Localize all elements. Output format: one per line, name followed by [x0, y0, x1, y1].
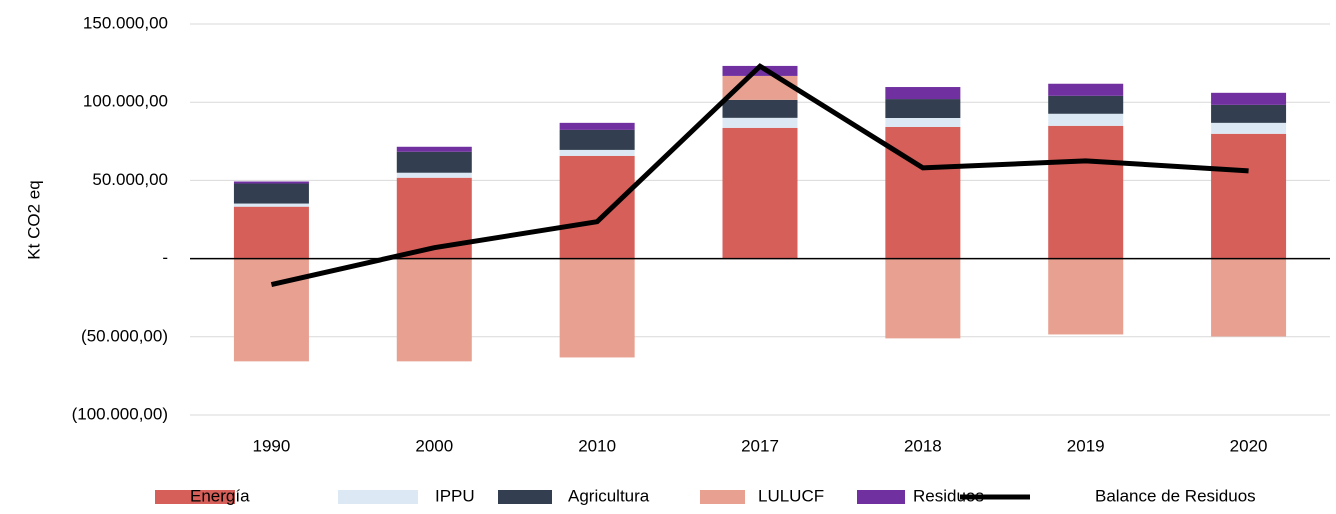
- legend-label: Balance de Residuos: [1095, 486, 1256, 505]
- bar-segment: [233, 181, 309, 184]
- bar-segment: [396, 151, 472, 173]
- bar-segment: [722, 117, 798, 128]
- bar-segment: [559, 129, 635, 150]
- y-axis-label: Kt CO2 eq: [24, 180, 43, 259]
- bar-segment: [885, 126, 961, 259]
- x-tick-label: 2000: [415, 436, 453, 455]
- bar-segment: [722, 127, 798, 259]
- bar-segment: [559, 258, 635, 358]
- legend-label: Energía: [190, 486, 250, 505]
- y-tick-label: 50.000,00: [92, 170, 168, 189]
- y-tick-label: 150.000,00: [83, 13, 168, 32]
- bar-segment: [722, 99, 798, 118]
- line-series: [270, 63, 1249, 288]
- legend-label: LULUCF: [758, 486, 824, 505]
- bar-segment: [233, 183, 309, 204]
- y-tick-label: (50.000,00): [81, 326, 168, 345]
- legend-label: IPPU: [435, 486, 475, 505]
- bar-segment: [1048, 113, 1124, 126]
- bar-segment: [885, 87, 961, 100]
- legend-swatch: [498, 490, 552, 504]
- legend-label: Agricultura: [568, 486, 650, 505]
- bar-segment: [1048, 125, 1124, 259]
- bar-segment: [1211, 92, 1287, 105]
- bar-segment: [722, 65, 798, 76]
- bar-segment: [1048, 83, 1124, 96]
- bar-segment: [1048, 95, 1124, 114]
- bar-segment: [1048, 258, 1124, 335]
- legend-swatch: [700, 490, 745, 504]
- bar-segment: [885, 99, 961, 118]
- bar-segment: [559, 122, 635, 130]
- legend-swatch: [857, 490, 905, 504]
- bar-segment: [559, 149, 635, 156]
- bar-segment: [233, 203, 309, 207]
- bar-segment: [1211, 104, 1287, 123]
- y-tick-label: 100.000,00: [83, 92, 168, 111]
- bar-segment: [396, 258, 472, 362]
- x-tick-label: 2018: [904, 436, 942, 455]
- bar-segment: [1211, 133, 1287, 259]
- x-tick-label: 2020: [1230, 436, 1268, 455]
- bar-segment: [233, 206, 309, 259]
- legend-label: Residuos: [913, 486, 984, 505]
- bar-segment: [396, 146, 472, 152]
- bar-segment: [396, 172, 472, 178]
- x-tick-label: 1990: [253, 436, 291, 455]
- bar-segment: [885, 258, 961, 339]
- bar-segment: [559, 155, 635, 259]
- legend-swatch: [338, 490, 418, 504]
- y-tick-label: -: [162, 248, 168, 267]
- legend-swatch: [155, 490, 235, 504]
- bar-segment: [885, 117, 961, 127]
- bar-segment: [1211, 258, 1287, 337]
- x-tick-label: 2019: [1067, 436, 1105, 455]
- bar-segment: [1211, 122, 1287, 134]
- x-tick-label: 2017: [741, 436, 779, 455]
- bar-segment: [233, 258, 309, 362]
- y-tick-label: (100.000,00): [72, 404, 168, 423]
- x-tick-label: 2010: [578, 436, 616, 455]
